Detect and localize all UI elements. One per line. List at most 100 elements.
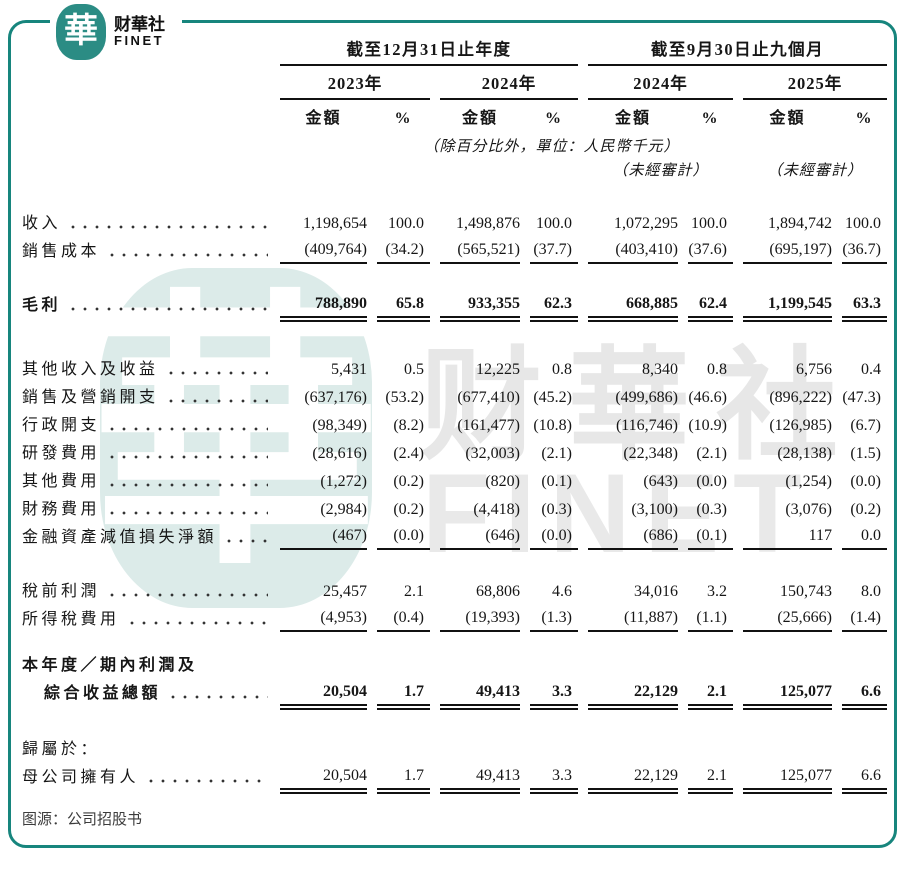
row-label: 其他費用 (22, 473, 101, 490)
table-unaudited-row: （未經審計） （未經審計） (22, 156, 887, 180)
value-pct-2023: (8.2) (393, 417, 424, 434)
value-amount-2024 (440, 674, 520, 678)
dot-leader (106, 245, 268, 261)
value-pct-2024: (45.2) (533, 389, 572, 406)
col-amount-1: 金額 (305, 110, 342, 127)
table-row: 本年度／期內利潤及 (22, 650, 887, 678)
page-frame (8, 20, 897, 848)
value-amount-2023: 25,457 (323, 583, 367, 600)
value-pct-2024: (0.1) (541, 473, 572, 490)
value-pct-2025: 8.0 (861, 583, 881, 600)
value-pct-2024: 62.3 (530, 295, 578, 323)
table-row: 其他費用 (1,272) (0.2) (820) (0.1) (643) (0.… (22, 466, 887, 494)
value-amount-2025: 1,199,545 (743, 295, 832, 323)
row-label-cell: 本年度／期內利潤及 (22, 651, 270, 678)
value-amount-2024: (161,477) (457, 417, 520, 434)
col-amount-2: 金額 (461, 110, 498, 127)
image-source-caption: 图源：公司招股书 (22, 811, 143, 828)
value-amount-2025: (896,222) (769, 389, 832, 406)
value-amount-2025: 1,894,742 (768, 215, 832, 232)
dot-leader (167, 687, 268, 703)
col-year-2024: 2024年 (440, 70, 578, 100)
value-amount-2024: (32,003) (465, 445, 520, 462)
table-row: 所得稅費用 (4,953) (0.4) (19,393) (1.3) (11,8… (22, 604, 887, 632)
watermark-brand-en: FINET (422, 451, 816, 576)
table-row: 金融資產減值損失淨額 (467) (0.0) (646) (0.0) (686)… (22, 522, 887, 550)
value-amount-2023: (28,616) (312, 445, 367, 462)
value-pct-2025: (1.5) (850, 445, 881, 462)
dot-leader (106, 447, 268, 463)
value-amount-2023: 20,504 (280, 767, 367, 795)
value-amount-2023: (2,984) (320, 501, 367, 518)
value-amount-2023: 20,504 (280, 683, 367, 711)
value-pct-2024-9m: (0.1) (688, 527, 733, 550)
value-amount-2023: 788,890 (280, 295, 367, 323)
unaudited-note-2: （未經審計） (766, 163, 863, 179)
value-pct-2024: (0.0) (530, 527, 578, 550)
value-amount-2025: (1,254) (785, 473, 832, 490)
value-amount-2024-9m: (499,686) (615, 389, 678, 406)
row-label: 本年度／期內利潤及 (22, 657, 198, 674)
value-pct-2024-9m: 62.4 (688, 295, 733, 323)
value-pct-2024-9m: (37.6) (688, 241, 733, 264)
value-amount-2025: (695,197) (743, 241, 832, 264)
value-amount-2024: (4,418) (473, 501, 520, 518)
value-pct-2024-9m: 0.8 (707, 361, 727, 378)
value-amount-2023: (1,272) (320, 473, 367, 490)
value-pct-2023: (0.4) (377, 609, 430, 632)
row-label: 所得稅費用 (22, 611, 120, 628)
value-pct-2023: (0.0) (377, 527, 430, 550)
value-pct-2025: 63.3 (842, 295, 887, 323)
value-pct-2024-9m: (1.1) (688, 609, 733, 632)
row-label: 金融資產減值損失淨額 (22, 529, 218, 546)
table-row: 歸屬於： (22, 734, 887, 762)
watermark-brand-cn: 财華社 (420, 338, 864, 474)
dot-leader (106, 419, 268, 435)
value-pct-2024: (0.3) (541, 501, 572, 518)
value-pct-2025: (0.2) (850, 501, 881, 518)
value-pct-2024-9m: (10.9) (688, 417, 727, 434)
dot-leader (164, 363, 268, 379)
value-pct-2024: 4.6 (552, 583, 572, 600)
value-pct-2025: (36.7) (842, 241, 887, 264)
dot-leader (164, 391, 268, 407)
row-label-cell: 銷售成本 (22, 237, 270, 264)
value-amount-2025: 150,743 (780, 583, 832, 600)
value-pct-2023: (53.2) (385, 389, 424, 406)
value-amount-2024: (820) (485, 473, 520, 490)
value-pct-2025: (6.7) (850, 417, 881, 434)
dot-leader (145, 771, 268, 787)
table-row: 母公司擁有人 20,504 1.7 49,413 3.3 22,129 2.1 … (22, 762, 887, 795)
spacer (22, 264, 887, 290)
table-row: 綜合收益總額 20,504 1.7 49,413 3.3 22,129 2.1 … (22, 678, 887, 711)
table-body: 收入 1,198,654 100.0 1,498,876 100.0 1,072… (22, 208, 887, 795)
row-label-cell: 其他費用 (22, 467, 270, 494)
value-amount-2024-9m: (3,100) (631, 501, 678, 518)
value-pct-2023: (0.2) (393, 473, 424, 490)
value-amount-2024: (19,393) (440, 609, 520, 632)
value-amount-2025: (25,666) (743, 609, 832, 632)
value-pct-2024-9m (688, 758, 733, 762)
value-amount-2025: 117 (743, 527, 832, 550)
col-pct-4: % (855, 110, 874, 127)
table-header-years: 2023年 2024年 2024年 2025年 (22, 66, 887, 100)
value-pct-2024 (530, 674, 578, 678)
value-pct-2025: (0.0) (850, 473, 881, 490)
value-amount-2024: 12,225 (476, 361, 520, 378)
value-amount-2024-9m (588, 758, 678, 762)
row-label-cell: 行政開支 (22, 411, 270, 438)
spacer (22, 632, 887, 650)
row-label: 銷售及營銷開支 (22, 389, 159, 406)
value-amount-2024: (677,410) (457, 389, 520, 406)
col-year-2025: 2025年 (743, 70, 887, 100)
value-amount-2025: 6,756 (796, 361, 832, 378)
value-pct-2023: 1.7 (377, 683, 430, 711)
value-pct-2024-9m: 3.2 (707, 583, 727, 600)
value-pct-2024: 3.3 (530, 767, 578, 795)
row-label-cell: 稅前利潤 (22, 577, 270, 604)
row-label: 收入 (22, 215, 62, 232)
value-amount-2024-9m: (22,348) (623, 445, 678, 462)
value-pct-2024-9m: (2.1) (696, 445, 727, 462)
value-pct-2024-9m: 100.0 (691, 215, 727, 232)
table-row: 毛利 788,890 65.8 933,355 62.3 668,885 62.… (22, 290, 887, 323)
